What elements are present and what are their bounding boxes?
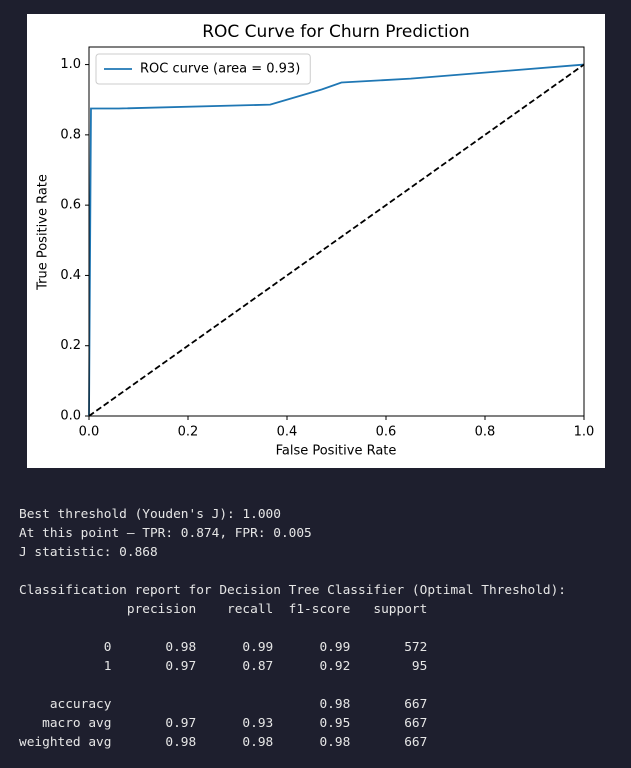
x-tick-label: 0.6 <box>376 425 397 440</box>
output-line: 0 0.98 0.99 0.99 572 <box>19 640 428 655</box>
x-tick-label: 0.8 <box>475 425 496 440</box>
y-tick-label: 0.2 <box>60 338 81 353</box>
output-line: 1 0.97 0.87 0.92 95 <box>19 659 428 674</box>
output-line: Best threshold (Youden's J): 1.000 <box>19 507 281 522</box>
y-tick-label: 0.8 <box>60 127 81 142</box>
output-line: J statistic: 0.868 <box>19 545 158 560</box>
chart-title: ROC Curve for Churn Prediction <box>202 22 470 42</box>
legend-label: ROC curve (area = 0.93) <box>140 62 300 77</box>
output-line: accuracy 0.98 667 <box>19 697 428 712</box>
y-tick-label: 1.0 <box>60 57 81 72</box>
y-tick-label: 0.4 <box>60 268 81 283</box>
y-tick-label: 0.0 <box>60 409 81 424</box>
output-line: macro avg 0.97 0.93 0.95 667 <box>19 716 428 731</box>
x-axis-label: False Positive Rate <box>276 444 397 459</box>
x-tick-label: 0.4 <box>277 425 298 440</box>
output-line: precision recall f1-score support <box>19 602 428 617</box>
output-line: At this point — TPR: 0.874, FPR: 0.005 <box>19 526 312 541</box>
y-axis-label: True Positive Rate <box>36 174 51 291</box>
x-tick-label: 0.2 <box>178 425 199 440</box>
output-line: weighted avg 0.98 0.98 0.98 667 <box>19 735 428 750</box>
roc-line <box>88 63 585 417</box>
legend <box>95 53 311 85</box>
cell-output: Best threshold (Youden's J): 1.000 At thi… <box>19 505 566 752</box>
plot-frame <box>88 46 585 417</box>
x-tick-label: 1.0 <box>574 425 595 440</box>
y-tick-label: 0.6 <box>60 198 81 213</box>
chart: ROC Curve for Churn Prediction False Pos… <box>27 14 605 468</box>
output-line: Classification report for Decision Tree … <box>19 583 567 598</box>
x-tick-label: 0.0 <box>79 425 100 440</box>
roc-line <box>88 63 585 417</box>
